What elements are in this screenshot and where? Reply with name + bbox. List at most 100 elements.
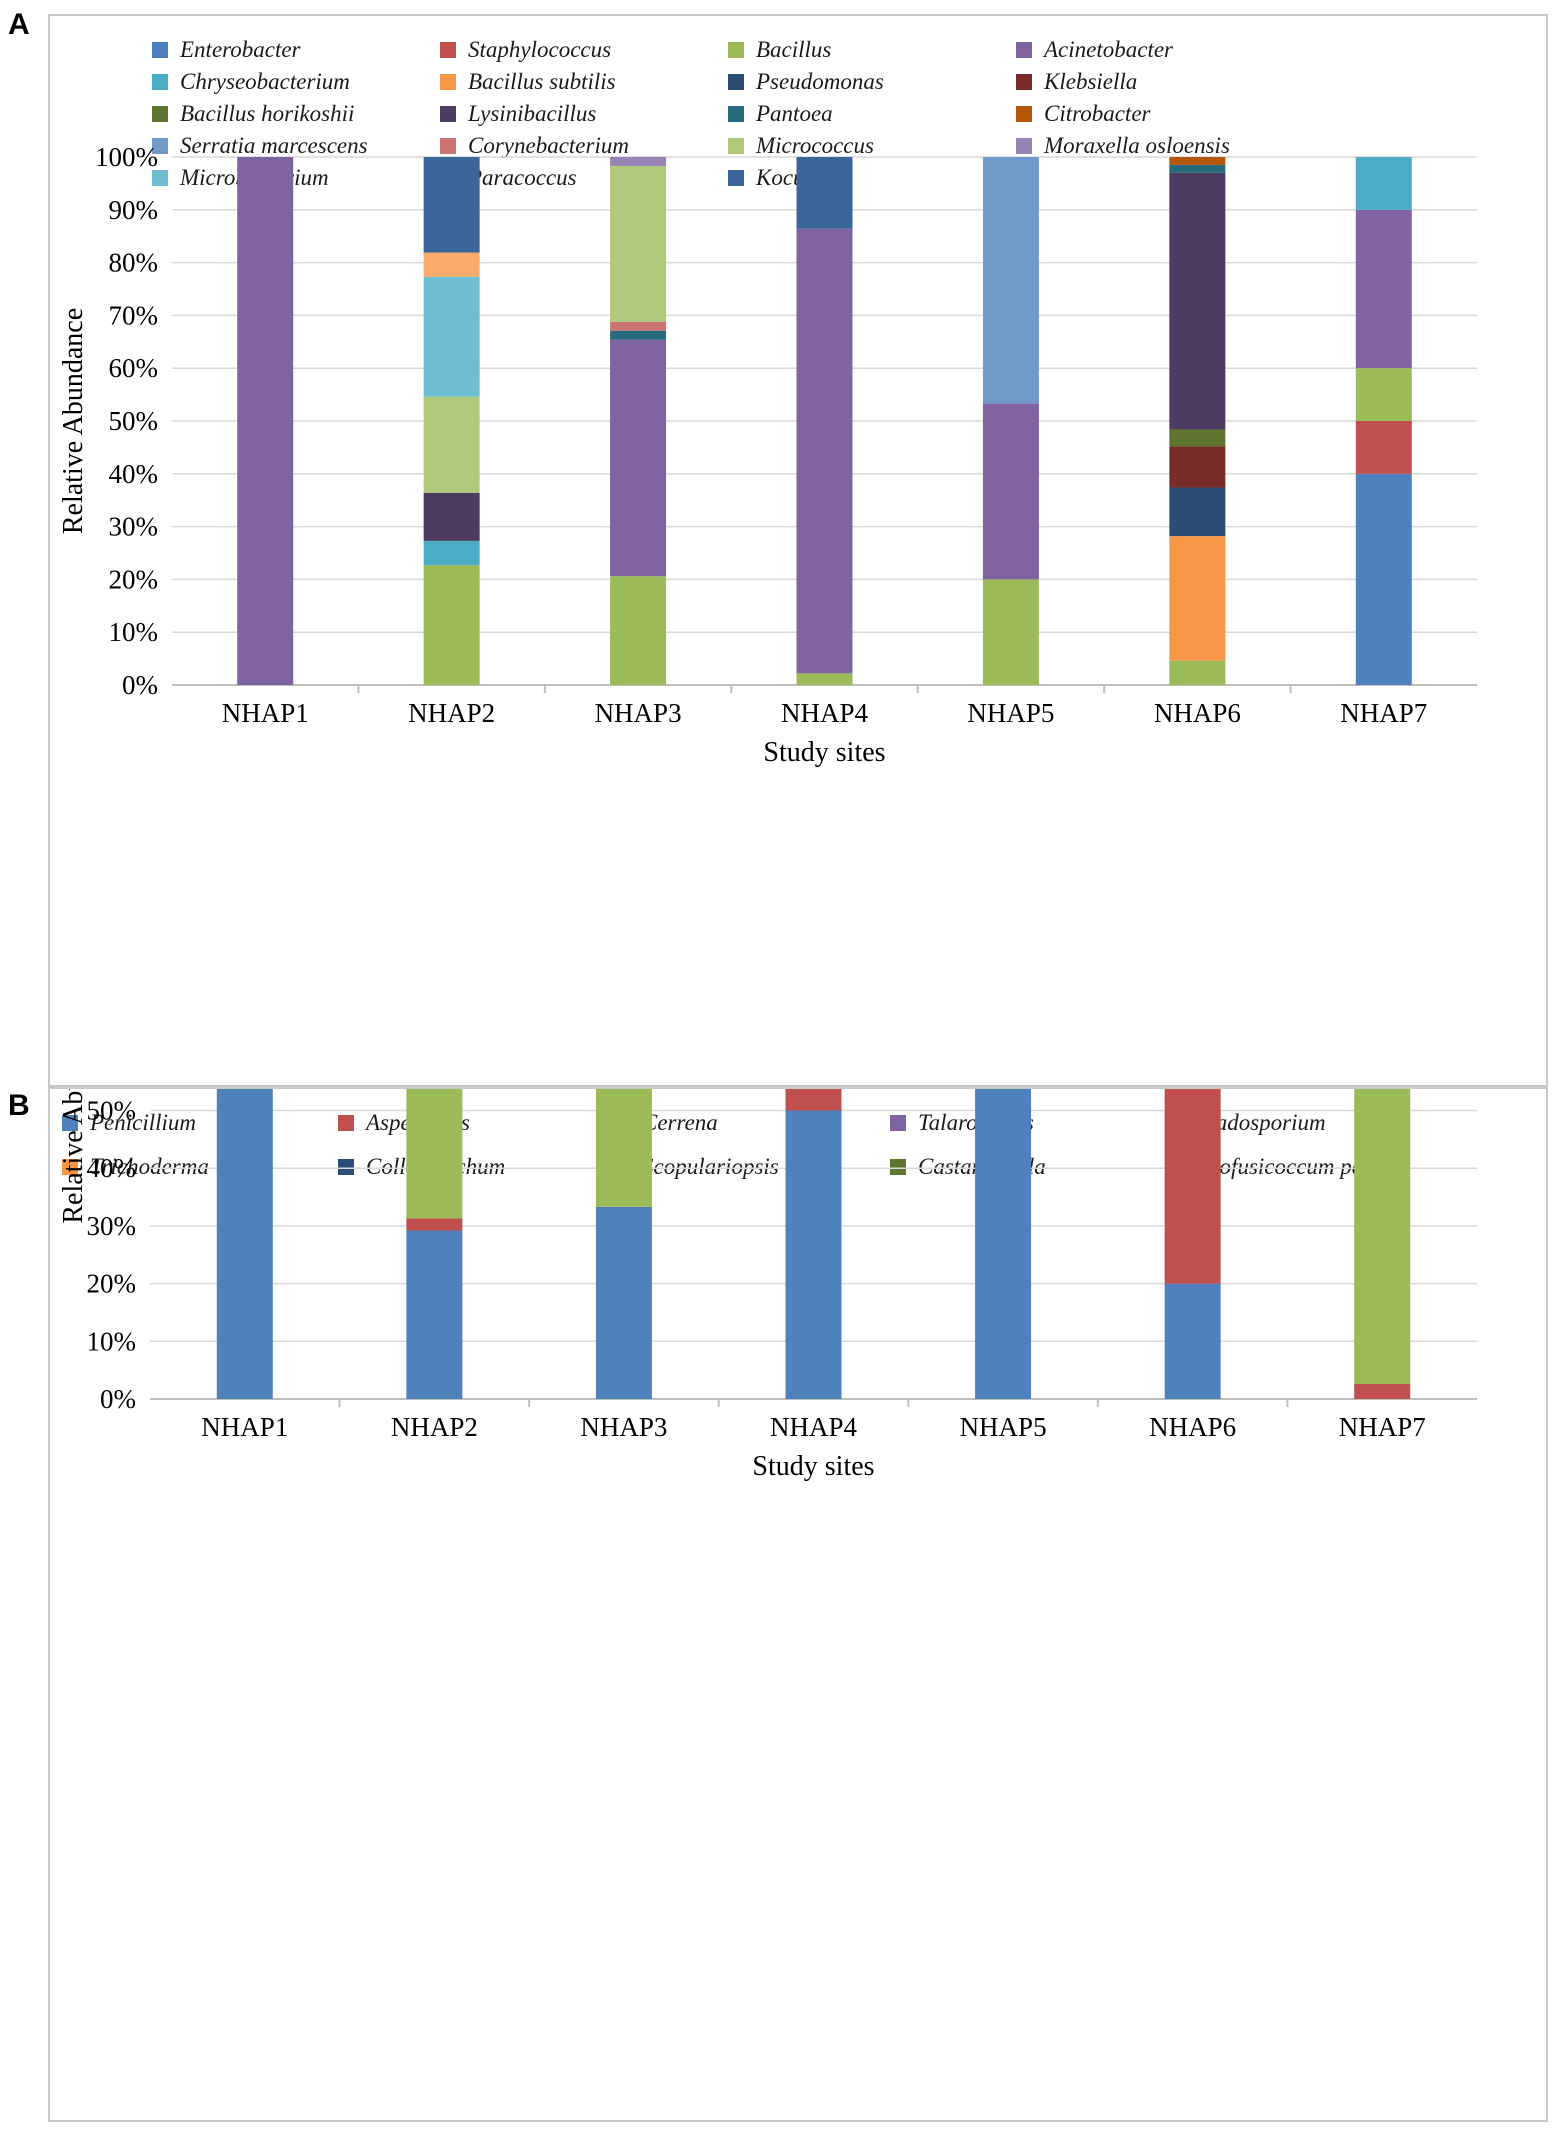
- bar-segment-nhap7-acinetobacter: [1355, 209, 1412, 369]
- legend-label-trichoderma: Trichoderma: [90, 1154, 209, 1179]
- legend-label-bacillus-horikoshii: Bacillus horikoshii: [180, 101, 354, 126]
- legend-label-moraxella-osloensis: Moraxella osloensis: [1043, 133, 1230, 158]
- legend-swatch-pantoea: [728, 106, 744, 122]
- y-tick-label: 10%: [109, 617, 159, 647]
- bar-segment-nhap6-bacillus-subtilis: [1169, 536, 1226, 661]
- bar-segment-nhap3-penicillium: [595, 1206, 652, 1399]
- x-tick-label-nhap4: NHAP4: [770, 1412, 858, 1442]
- bar-segment-nhap4-bacillus: [796, 673, 853, 685]
- bar-segment-nhap2-lysinibacillus: [423, 492, 480, 541]
- legend-label-chryseobacterium: Chryseobacterium: [180, 69, 350, 94]
- bar-segment-nhap3-micrococcus: [610, 165, 667, 322]
- y-tick-label: 60%: [109, 353, 159, 383]
- bar-segment-nhap7-aspergillus: [1354, 1383, 1411, 1399]
- bar-segment-nhap2-paracoccus: [423, 252, 480, 277]
- bar-segment-nhap4-aspergillus: [785, 1089, 842, 1111]
- legend-label-serratia-marcescens: Serratia marcescens: [180, 133, 368, 158]
- x-tick-label-nhap6: NHAP6: [1149, 1412, 1236, 1442]
- bar-segment-nhap6-pseudomonas: [1169, 487, 1226, 537]
- panel-a-label: A: [8, 8, 30, 41]
- bar-segment-nhap2-bacillus: [423, 565, 480, 685]
- legend: Enterobacter Staphylococcus Bacillus Acinet…: [152, 37, 1230, 190]
- x-tick-label-nhap1: NHAP1: [222, 698, 309, 728]
- y-tick-label: 0%: [100, 1384, 136, 1414]
- y-tick-label: 0%: [122, 670, 158, 700]
- bar-segment-nhap2-kocuria: [423, 157, 480, 253]
- bar-segment-nhap4-kocuria: [796, 157, 853, 229]
- legend-swatch-microbacterium: [152, 170, 168, 186]
- legend-label-micrococcus: Micrococcus: [755, 133, 874, 158]
- bars: [237, 157, 1412, 685]
- bar-segment-nhap6-bacillus: [1169, 660, 1226, 685]
- legend-swatch-citrobacter: [1016, 106, 1032, 122]
- legend-swatch-chryseobacterium: [152, 74, 168, 90]
- bar-segment-nhap2-aspergillus: [406, 1218, 463, 1231]
- legend-swatch-serratia-marcescens: [152, 138, 168, 154]
- legend-label-paracoccus: Paracoccus: [467, 165, 577, 190]
- legend-label-enterobacter: Enterobacter: [179, 37, 302, 62]
- legend-label-pantoea: Pantoea: [755, 101, 833, 126]
- legend-swatch-pseudomonas: [728, 74, 744, 90]
- x-tick-label-nhap7: NHAP7: [1340, 698, 1427, 728]
- bar-segment-nhap3-acinetobacter: [610, 339, 667, 577]
- legend-label-bacillus: Bacillus: [756, 37, 831, 62]
- x-axis-title: Study sites: [752, 1451, 874, 1482]
- y-axis: 0%10%20%30%40%50%60%70%80%90%100%: [95, 142, 1477, 700]
- bar-segment-nhap5-bacillus: [982, 579, 1039, 685]
- legend-swatch-enterobacter: [152, 42, 168, 58]
- x-tick-label-nhap1: NHAP1: [201, 1412, 288, 1442]
- legend-swatch-bacillus: [728, 42, 744, 58]
- bar-segment-nhap2-cerrena: [406, 1089, 463, 1219]
- legend-swatch-acinetobacter: [1016, 42, 1032, 58]
- x-tick-label-nhap5: NHAP5: [967, 698, 1054, 728]
- y-tick-label: 30%: [109, 512, 159, 542]
- legend-swatch-micrococcus: [728, 138, 744, 154]
- y-tick-label: 10%: [87, 1326, 137, 1356]
- bar-segment-nhap4-penicillium: [785, 1110, 842, 1399]
- bar-segment-nhap2-micrococcus: [423, 396, 480, 493]
- x-tick-label-nhap2: NHAP2: [391, 1412, 478, 1442]
- legend-swatch-penicillium: [62, 1115, 78, 1131]
- y-tick-label: 40%: [87, 1153, 137, 1183]
- y-tick-label: 40%: [109, 459, 159, 489]
- y-tick-label: 20%: [109, 564, 159, 594]
- bar-segment-nhap5-acinetobacter: [982, 403, 1039, 580]
- bar-segment-nhap5-serratia-marcescens: [982, 157, 1039, 404]
- legend-swatch-bacillus-subtilis: [440, 74, 456, 90]
- bar-segment-nhap6-klebsiella: [1169, 446, 1226, 488]
- x-tick-label-nhap7: NHAP7: [1339, 1412, 1426, 1442]
- y-tick-label: 30%: [87, 1211, 137, 1241]
- legend-swatch-talaromyces: [890, 1115, 906, 1131]
- x-tick-label-nhap6: NHAP6: [1154, 698, 1241, 728]
- bar-segment-nhap6-penicillium: [1164, 1283, 1221, 1399]
- x-tick-label-nhap3: NHAP3: [595, 698, 682, 728]
- legend-swatch-bacillus-horikoshii: [152, 106, 168, 122]
- legend-label-scopulariopsis: Scopulariopsis: [642, 1154, 779, 1179]
- y-tick-label: 80%: [109, 248, 159, 278]
- legend-label-bacillus-subtilis: Bacillus subtilis: [468, 69, 616, 94]
- bar-segment-nhap3-cerrena: [595, 1089, 652, 1207]
- y-tick-label: 50%: [87, 1096, 137, 1126]
- legend-label-cerrena: Cerrena: [642, 1110, 718, 1135]
- legend-swatch-corynebacterium: [440, 138, 456, 154]
- legend-label-staphylococcus: Staphylococcus: [468, 37, 611, 62]
- legend-label-citrobacter: Citrobacter: [1044, 101, 1152, 126]
- bar-segment-nhap5-penicillium: [975, 1089, 1032, 1399]
- legend-label-klebsiella: Klebsiella: [1043, 69, 1137, 94]
- legend-label-acinetobacter: Acinetobacter: [1042, 37, 1174, 62]
- bar-segment-nhap7-chryseobacterium: [1355, 157, 1412, 210]
- bar-segment-nhap2-microbacterium: [423, 276, 480, 397]
- x-axis-title: Study sites: [763, 737, 885, 768]
- chart-a: Enterobacter Staphylococcus Bacillus Acinet…: [58, 37, 1477, 768]
- legend-swatch-colletotrichum: [338, 1159, 354, 1175]
- bar-segment-nhap1-penicillium: [216, 1089, 273, 1399]
- legend-swatch-staphylococcus: [440, 42, 456, 58]
- bar-segment-nhap6-bacillus-horikoshii: [1169, 429, 1226, 447]
- legend-swatch-lysinibacillus: [440, 106, 456, 122]
- x-tick-label-nhap2: NHAP2: [408, 698, 495, 728]
- legend-label-lysinibacillus: Lysinibacillus: [467, 101, 596, 126]
- x-tick-label-nhap5: NHAP5: [960, 1412, 1047, 1442]
- x-tick-label-nhap4: NHAP4: [781, 698, 869, 728]
- bars: [216, 1089, 1411, 1399]
- y-axis: 0%10%20%30%40%50%60%70%80%90%100%: [87, 1096, 1477, 1414]
